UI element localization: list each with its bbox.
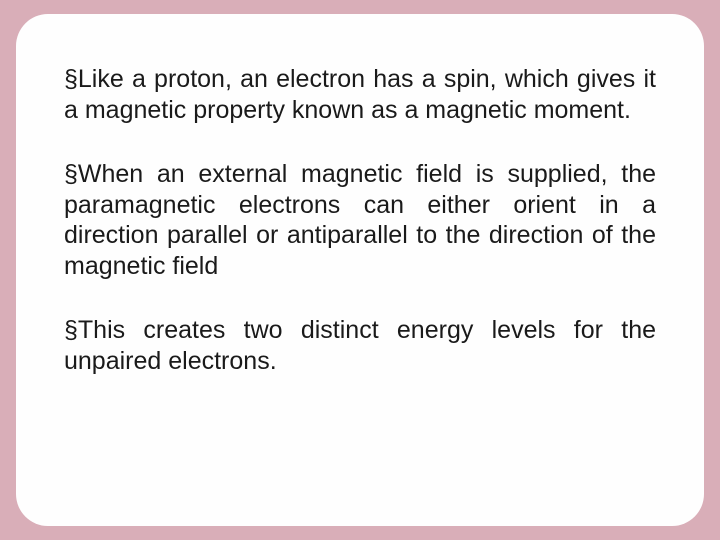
bullet-text: This creates two distinct energy levels … <box>64 316 656 375</box>
bullet-item: §This creates two distinct energy levels… <box>64 315 656 376</box>
content-card: §Like a proton, an electron has a spin, … <box>16 14 704 526</box>
bullet-icon: § <box>64 160 78 188</box>
bullet-text: Like a proton, an electron has a spin, w… <box>64 65 656 124</box>
bullet-text: When an external magnetic field is suppl… <box>64 160 656 280</box>
bullet-item: §When an external magnetic field is supp… <box>64 159 656 281</box>
bullet-item: §Like a proton, an electron has a spin, … <box>64 64 656 125</box>
bullet-icon: § <box>64 316 78 344</box>
bullet-icon: § <box>64 65 78 93</box>
